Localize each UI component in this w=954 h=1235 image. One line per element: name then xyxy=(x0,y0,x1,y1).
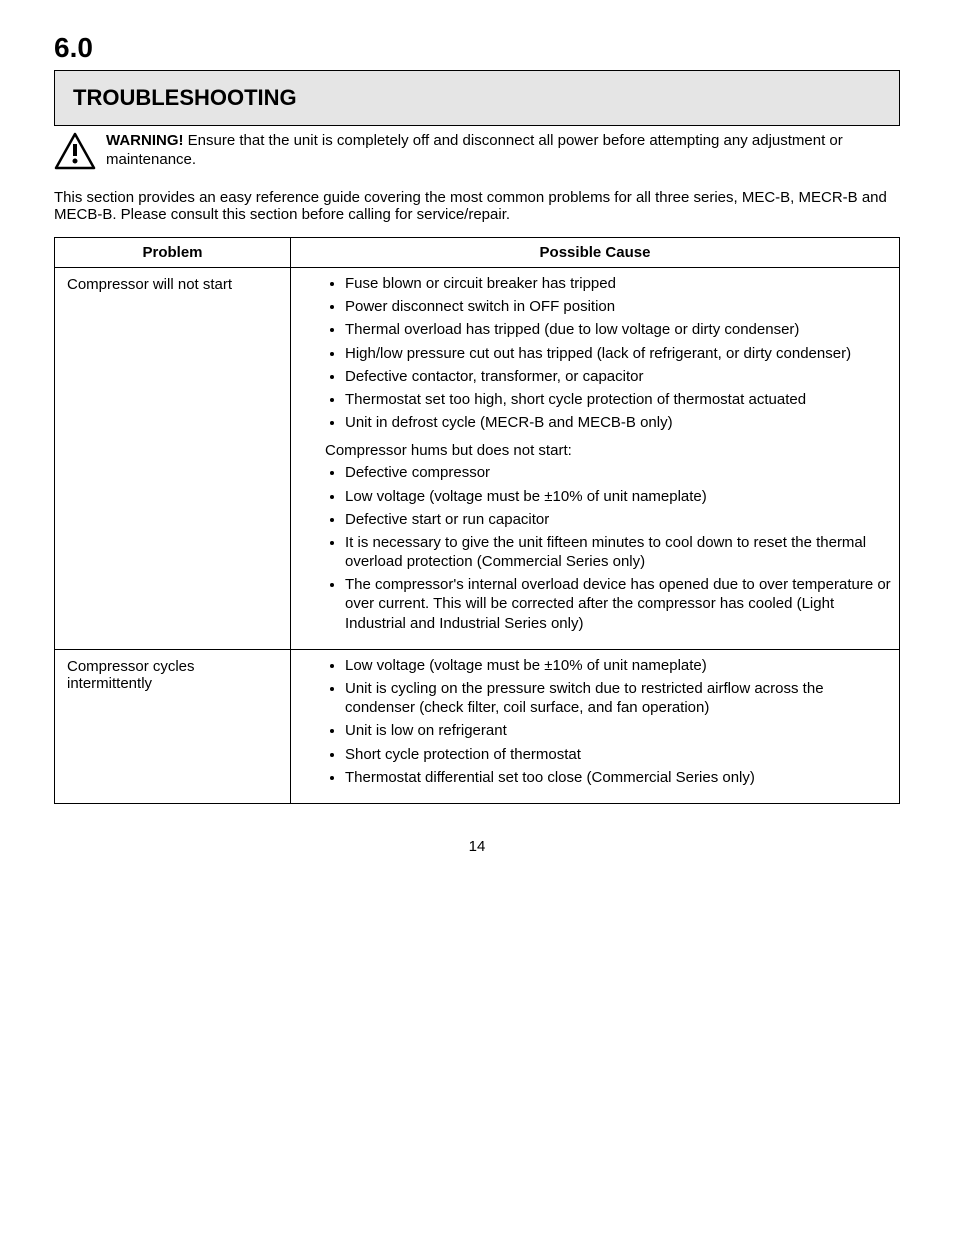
list-item: Defective start or run capacitor xyxy=(345,510,891,529)
section-title: TROUBLESHOOTING xyxy=(54,70,900,126)
col-header-problem: Problem xyxy=(55,238,291,268)
list-item: Defective contactor, transformer, or cap… xyxy=(345,367,891,386)
list-item: Power disconnect switch in OFF position xyxy=(345,297,891,316)
sub-intro: Compressor hums but does not start: xyxy=(325,442,891,459)
list-item: Unit is low on refrigerant xyxy=(345,721,891,740)
cause-cell: Fuse blown or circuit breaker has trippe… xyxy=(291,268,900,650)
page-number: 14 xyxy=(54,838,900,855)
problem-cell: Compressor will not start xyxy=(55,268,291,650)
col-header-cause: Possible Cause xyxy=(291,238,900,268)
warning-block: WARNING! Ensure that the unit is complet… xyxy=(54,132,900,175)
list-item: Short cycle protection of thermostat xyxy=(345,745,891,764)
warning-icon xyxy=(54,132,96,175)
list-item: Thermostat differential set too close (C… xyxy=(345,768,891,787)
list-item: Unit is cycling on the pressure switch d… xyxy=(345,679,891,717)
warning-body: Ensure that the unit is completely off a… xyxy=(106,132,843,168)
list-item: The compressor's internal overload devic… xyxy=(345,575,891,633)
cause-cell: Low voltage (voltage must be ±10% of uni… xyxy=(291,649,900,803)
table-row: Compressor will not start Fuse blown or … xyxy=(55,268,900,650)
list-item: High/low pressure cut out has tripped (l… xyxy=(345,344,891,363)
list-item: Defective compressor xyxy=(345,463,891,482)
table-row: Compressor cycles intermittently Low vol… xyxy=(55,649,900,803)
list-item: Low voltage (voltage must be ±10% of uni… xyxy=(345,487,891,506)
list-item: Fuse blown or circuit breaker has trippe… xyxy=(345,274,891,293)
list-item: Unit in defrost cycle (MECR-B and MECB-B… xyxy=(345,413,891,432)
list-item: Thermal overload has tripped (due to low… xyxy=(345,320,891,339)
section-number: 6.0 xyxy=(54,32,900,64)
list-item: Thermostat set too high, short cycle pro… xyxy=(345,390,891,409)
troubleshooting-table: Problem Possible Cause Compressor will n… xyxy=(54,237,900,804)
list-item: Low voltage (voltage must be ±10% of uni… xyxy=(345,656,891,675)
problem-cell: Compressor cycles intermittently xyxy=(55,649,291,803)
warning-label: WARNING! xyxy=(106,132,184,149)
troubleshooting-intro: This section provides an easy reference … xyxy=(54,189,900,223)
list-item: It is necessary to give the unit fifteen… xyxy=(345,533,891,571)
warning-text: WARNING! Ensure that the unit is complet… xyxy=(106,132,900,170)
